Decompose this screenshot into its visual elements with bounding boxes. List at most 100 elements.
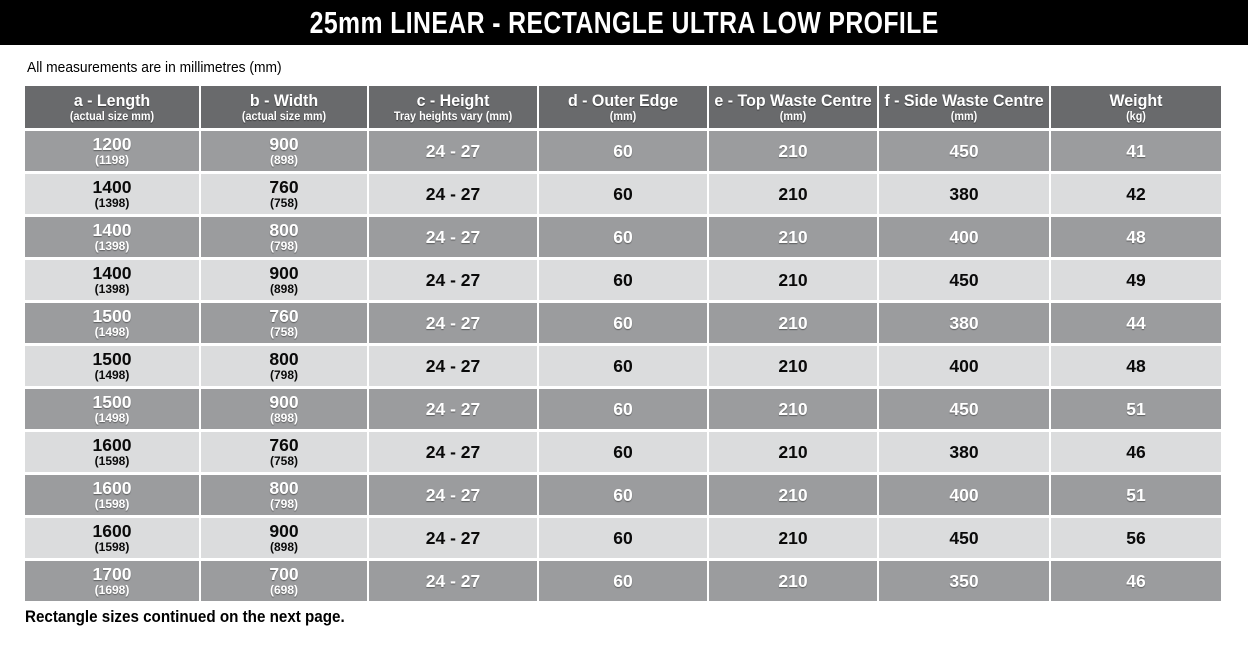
cell-height: 24 - 27 <box>369 303 537 343</box>
column-header-label: f - Side Waste Centre <box>884 90 1044 110</box>
width-actual-value: (698) <box>269 583 298 597</box>
width-value: 900 <box>269 134 299 154</box>
width-actual-value: (898) <box>269 282 298 296</box>
width-value: 900 <box>269 521 299 541</box>
cell-height: 24 - 27 <box>369 260 537 300</box>
width-value: 760 <box>269 306 299 326</box>
table-row: 1400 (1398) 900 (898) 24 - 27 60 210 450… <box>25 260 1221 300</box>
cell-length: 1600 (1598) <box>25 432 199 472</box>
cell-length: 1400 (1398) <box>25 260 199 300</box>
cell-height: 24 - 27 <box>369 432 537 472</box>
cell-top-waste-centre: 210 <box>709 174 877 214</box>
table-row: 1700 (1698) 700 (698) 24 - 27 60 210 350… <box>25 561 1221 601</box>
width-value: 900 <box>269 263 299 283</box>
width-value: 800 <box>269 349 299 369</box>
cell-weight: 56 <box>1051 518 1221 558</box>
cell-top-waste-centre: 210 <box>709 475 877 515</box>
cell-width: 800 (798) <box>201 217 367 257</box>
column-header-subtitle: (kg) <box>1126 110 1146 123</box>
length-actual-value: (1598) <box>94 497 130 511</box>
cell-length: 1400 (1398) <box>25 217 199 257</box>
column-header: b - Width (actual size mm) <box>201 86 367 128</box>
cell-weight: 46 <box>1051 561 1221 601</box>
continuation-note: Rectangle sizes continued on the next pa… <box>25 608 345 626</box>
cell-length: 1500 (1498) <box>25 346 199 386</box>
cell-top-waste-centre: 210 <box>709 561 877 601</box>
cell-outer-edge: 60 <box>539 217 707 257</box>
cell-outer-edge: 60 <box>539 561 707 601</box>
width-value: 800 <box>269 220 299 240</box>
length-actual-value: (1598) <box>94 540 130 554</box>
cell-width: 900 (898) <box>201 131 367 171</box>
column-header: a - Length (actual size mm) <box>25 86 199 128</box>
cell-weight: 42 <box>1051 174 1221 214</box>
column-header-label: d - Outer Edge <box>567 90 679 110</box>
cell-width: 700 (698) <box>201 561 367 601</box>
table-row: 1600 (1598) 800 (798) 24 - 27 60 210 400… <box>25 475 1221 515</box>
table-row: 1500 (1498) 900 (898) 24 - 27 60 210 450… <box>25 389 1221 429</box>
cell-top-waste-centre: 210 <box>709 131 877 171</box>
cell-outer-edge: 60 <box>539 389 707 429</box>
cell-height: 24 - 27 <box>369 174 537 214</box>
cell-length: 1500 (1498) <box>25 389 199 429</box>
cell-outer-edge: 60 <box>539 174 707 214</box>
cell-outer-edge: 60 <box>539 260 707 300</box>
width-actual-value: (758) <box>269 196 298 210</box>
cell-width: 900 (898) <box>201 260 367 300</box>
cell-length: 1200 (1198) <box>25 131 199 171</box>
width-value: 900 <box>269 392 299 412</box>
length-value: 1400 <box>92 177 132 197</box>
cell-height: 24 - 27 <box>369 217 537 257</box>
column-header-subtitle: Tray heights vary (mm) <box>393 110 513 123</box>
column-header: c - Height Tray heights vary (mm) <box>369 86 537 128</box>
cell-weight: 44 <box>1051 303 1221 343</box>
cell-width: 900 (898) <box>201 389 367 429</box>
cell-height: 24 - 27 <box>369 346 537 386</box>
cell-outer-edge: 60 <box>539 131 707 171</box>
cell-top-waste-centre: 210 <box>709 260 877 300</box>
cell-side-waste-centre: 400 <box>879 346 1049 386</box>
table-row: 1400 (1398) 760 (758) 24 - 27 60 210 380… <box>25 174 1221 214</box>
length-value: 1400 <box>92 263 132 283</box>
length-value: 1200 <box>92 134 132 154</box>
cell-top-waste-centre: 210 <box>709 217 877 257</box>
cell-weight: 48 <box>1051 346 1221 386</box>
cell-width: 900 (898) <box>201 518 367 558</box>
cell-side-waste-centre: 450 <box>879 518 1049 558</box>
width-value: 800 <box>269 478 299 498</box>
length-value: 1600 <box>92 435 132 455</box>
length-value: 1500 <box>92 392 132 412</box>
cell-side-waste-centre: 350 <box>879 561 1049 601</box>
column-header-subtitle: (actual size mm) <box>69 110 155 123</box>
cell-outer-edge: 60 <box>539 432 707 472</box>
length-value: 1400 <box>92 220 132 240</box>
cell-top-waste-centre: 210 <box>709 303 877 343</box>
cell-length: 1700 (1698) <box>25 561 199 601</box>
cell-height: 24 - 27 <box>369 389 537 429</box>
cell-side-waste-centre: 400 <box>879 217 1049 257</box>
length-value: 1600 <box>92 478 132 498</box>
width-value: 700 <box>269 564 299 584</box>
cell-weight: 49 <box>1051 260 1221 300</box>
cell-width: 800 (798) <box>201 475 367 515</box>
cell-top-waste-centre: 210 <box>709 346 877 386</box>
table-row: 1600 (1598) 760 (758) 24 - 27 60 210 380… <box>25 432 1221 472</box>
column-header-label: a - Length <box>73 90 151 110</box>
cell-width: 760 (758) <box>201 432 367 472</box>
length-value: 1700 <box>92 564 132 584</box>
cell-length: 1400 (1398) <box>25 174 199 214</box>
cell-height: 24 - 27 <box>369 131 537 171</box>
length-actual-value: (1598) <box>94 454 130 468</box>
width-actual-value: (798) <box>269 239 298 253</box>
cell-outer-edge: 60 <box>539 303 707 343</box>
column-header-label: e - Top Waste Centre <box>714 90 872 110</box>
cell-side-waste-centre: 380 <box>879 174 1049 214</box>
cell-side-waste-centre: 450 <box>879 131 1049 171</box>
column-header-label: c - Height <box>416 90 490 110</box>
cell-weight: 41 <box>1051 131 1221 171</box>
cell-side-waste-centre: 380 <box>879 303 1049 343</box>
width-actual-value: (758) <box>269 325 298 339</box>
cell-weight: 48 <box>1051 217 1221 257</box>
cell-width: 800 (798) <box>201 346 367 386</box>
